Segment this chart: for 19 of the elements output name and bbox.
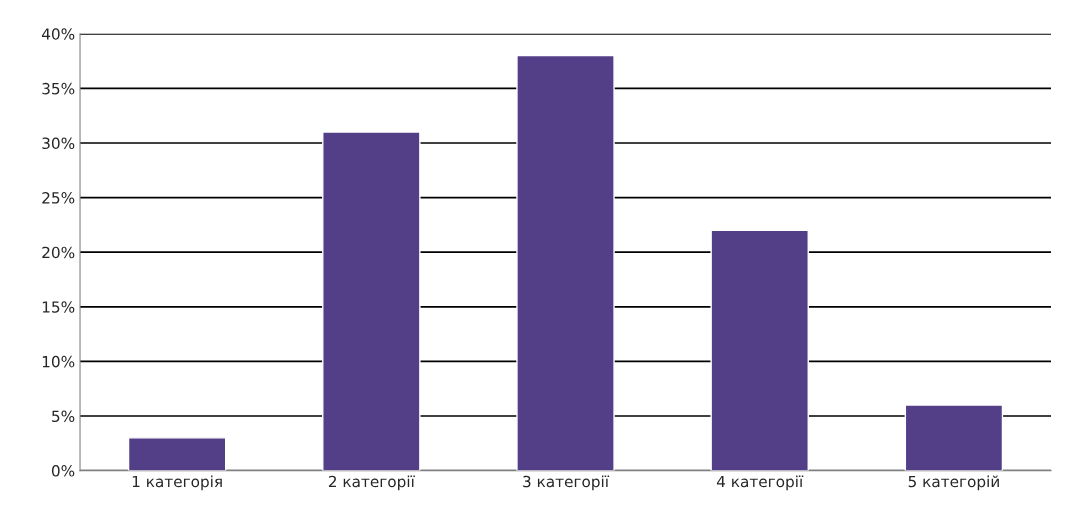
y-tick-label: 10% — [42, 355, 75, 368]
x-tick-label: 5 категорій — [908, 475, 999, 491]
y-tick-label: 15% — [42, 301, 75, 313]
bar — [322, 131, 421, 471]
x-tick-label: 3 категорії — [523, 475, 610, 491]
y-tick-label: 25% — [42, 192, 75, 204]
x-tick-label: 1 категорія — [132, 475, 222, 491]
bar — [516, 54, 615, 471]
y-tick-label: 30% — [42, 137, 75, 150]
x-tick-label: 2 категорії — [328, 475, 415, 491]
x-tick-label: 4 категорії — [716, 475, 804, 491]
bar — [710, 229, 809, 471]
bar — [904, 404, 1004, 471]
bar — [127, 437, 227, 471]
y-tick-label: 40% — [41, 28, 75, 40]
y-tick-label: 5% — [52, 410, 75, 423]
y-tick-label: 20% — [42, 246, 75, 259]
y-tick-label: 0% — [51, 465, 75, 477]
y-tick-label: 35% — [42, 82, 75, 95]
